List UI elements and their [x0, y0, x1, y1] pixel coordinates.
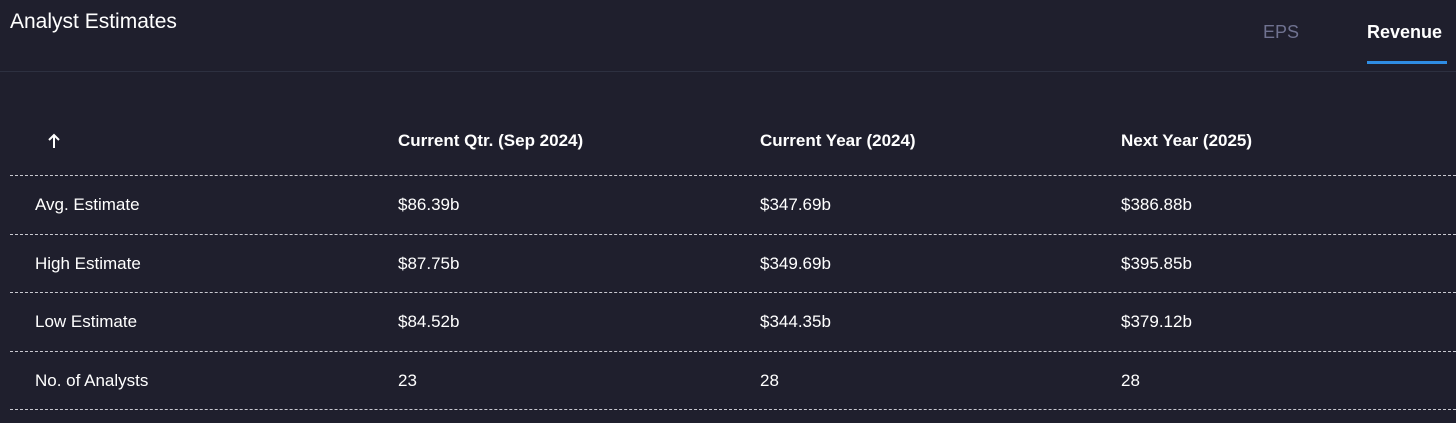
tab[interactable]: EPS — [1263, 22, 1300, 42]
column-header[interactable]: Current Year (2024) — [760, 131, 916, 150]
cell-value: $347.69b — [760, 195, 831, 214]
cell-value: $87.75b — [398, 254, 460, 273]
cell-value: $395.85b — [1121, 254, 1192, 273]
tab-underline — [1367, 61, 1447, 64]
cell-value: 23 — [398, 371, 417, 390]
cell-value: $386.88b — [1121, 195, 1192, 214]
column-header[interactable]: Next Year (2025) — [1121, 131, 1253, 150]
cell-value: $84.52b — [398, 312, 460, 331]
row-label: High Estimate — [35, 254, 141, 273]
cell-value: $379.12b — [1121, 312, 1192, 331]
cell-value: $349.69b — [760, 254, 831, 273]
cell-value: $86.39b — [398, 195, 460, 214]
title: Analyst Estimates — [10, 10, 177, 33]
sort-arrow[interactable] — [46, 133, 62, 151]
header-divider — [0, 71, 1456, 72]
row-label: No. of Analysts — [35, 371, 149, 390]
row-divider — [10, 175, 1456, 176]
row-divider — [10, 292, 1456, 293]
row-divider — [10, 234, 1456, 235]
row-label: Low Estimate — [35, 312, 138, 331]
row-divider — [10, 409, 1456, 410]
column-header[interactable]: Current Qtr. (Sep 2024) — [398, 131, 584, 150]
cell-value: 28 — [760, 371, 779, 390]
row-divider — [10, 351, 1456, 352]
cell-value: 28 — [1121, 371, 1140, 390]
cell-value: $344.35b — [760, 312, 831, 331]
row-label: Avg. Estimate — [35, 195, 140, 214]
tab[interactable]: Revenue — [1367, 22, 1443, 42]
